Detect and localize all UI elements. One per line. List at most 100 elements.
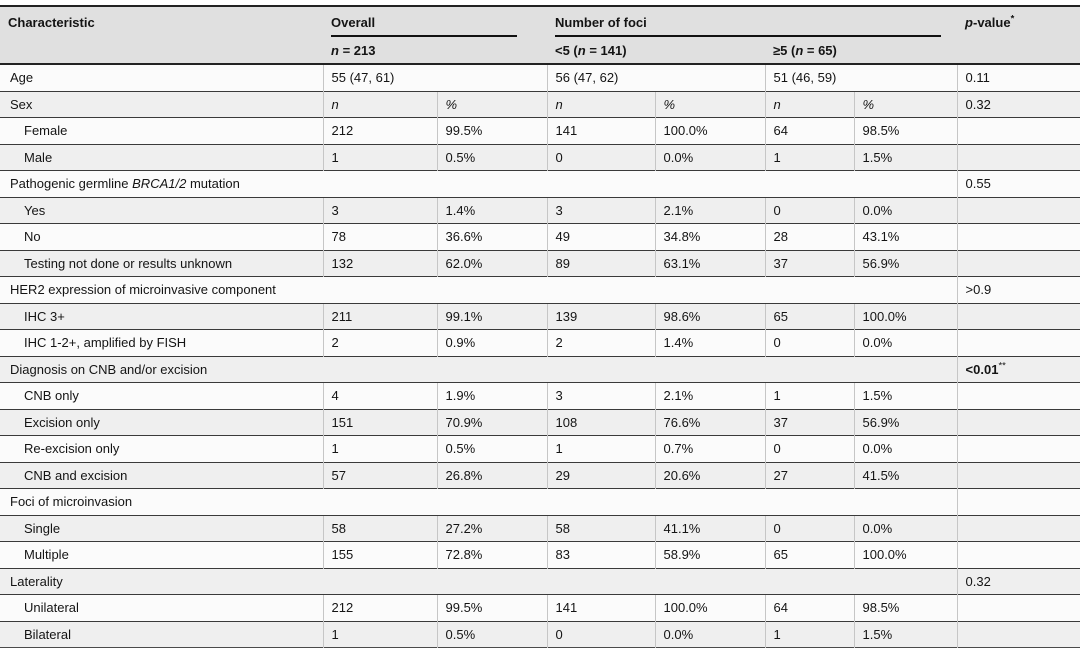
p-value-cell [956, 382, 1080, 409]
percent-cell: 0.0% [853, 196, 958, 224]
row-label-cell: Male [0, 143, 323, 171]
cell-value: 83 [555, 547, 570, 563]
count-cell: 1 [764, 143, 854, 171]
text-run: IHC 1-2+, amplified by FISH [24, 335, 187, 351]
percent-cell: 56.9% [853, 408, 958, 436]
percent-cell: 43.1% [853, 223, 958, 250]
table-row: CNB and excision 57 26.8% 29 20.6% 27 41.5% [0, 461, 1080, 489]
percent-cell: 99.5% [436, 117, 547, 144]
percent-cell: 2.1% [654, 382, 765, 409]
cell-value: 20.6% [663, 467, 701, 483]
cell-value: 0.7% [663, 441, 694, 457]
row-label-cell: IHC 3+ [0, 302, 323, 330]
p-value-cell [956, 408, 1080, 436]
p-value-cell: 0.32 [956, 90, 1080, 118]
percent-cell: 0.5% [436, 435, 547, 462]
column-subheader-foci-ge5: ≥5 (n = 65) [765, 37, 958, 64]
count-cell: 1 [322, 143, 437, 171]
value-cell: 56 (47, 62) [546, 63, 765, 91]
percent-cell: 1.5% [853, 143, 958, 171]
cell-value: 49 [555, 229, 570, 245]
column-subheader-overall-n: n = 213 [323, 37, 547, 64]
count-cell: 151 [322, 408, 437, 436]
cell-value: 41.1% [663, 520, 701, 536]
p-value-cell [956, 302, 1080, 330]
count-cell: 4 [322, 382, 437, 409]
count-cell: 155 [322, 541, 437, 568]
percent-cell: 41.5% [853, 461, 958, 489]
text-run: Laterality [10, 573, 63, 589]
count-cell: 58 [322, 514, 437, 542]
count-cell: 1 [322, 620, 437, 648]
text-run: n [577, 42, 586, 58]
cell-value: 132 [331, 255, 354, 271]
p-value-cell [956, 249, 1080, 277]
percent-cell: 100.0% [654, 117, 765, 144]
row-label-cell: Diagnosis on CNB and/or excision [0, 355, 958, 383]
count-cell: 0 [546, 143, 655, 171]
count-cell: 3 [546, 382, 655, 409]
column-header-overall: Overall [323, 6, 547, 37]
percent-cell: 98.5% [853, 594, 958, 621]
percent-cell: 0.0% [853, 329, 958, 356]
percent-cell: 100.0% [853, 302, 958, 330]
p-value-cell [956, 329, 1080, 356]
cell-value: 3 [331, 202, 339, 218]
p-value-cell [956, 594, 1080, 621]
p-value-cell [956, 488, 1080, 515]
cell-value: n [773, 96, 781, 112]
text-run: HER2 expression of microinvasive compone… [10, 282, 276, 298]
p-value-cell: <0.01** [956, 355, 1080, 383]
cell-value: 0 [773, 202, 781, 218]
row-label-cell: Excision only [0, 408, 323, 436]
text-run: Foci of microinvasion [10, 494, 133, 510]
percent-cell: 0.9% [436, 329, 547, 356]
count-cell: 83 [546, 541, 655, 568]
percent-cell: 41.1% [654, 514, 765, 542]
percent-cell: % [654, 90, 765, 118]
row-label-cell: Bilateral [0, 620, 323, 648]
count-cell: 0 [764, 196, 854, 224]
count-cell: n [764, 90, 854, 118]
cell-value: 3 [555, 388, 563, 404]
cell-value: 141 [555, 600, 578, 616]
cell-value: 99.1% [445, 308, 483, 324]
count-cell: 132 [322, 249, 437, 277]
cell-value: 57 [331, 467, 346, 483]
text-run: n [331, 42, 339, 58]
text-run: = 213 [338, 42, 376, 58]
cell-value: 0.5% [445, 149, 476, 165]
cell-value: 0.0% [862, 202, 893, 218]
text-run: Sex [10, 96, 33, 112]
count-cell: n [322, 90, 437, 118]
table-row: No 78 36.6% 49 34.8% 28 43.1% [0, 223, 1080, 250]
text-run: Multiple [24, 547, 69, 563]
p-value-cell [956, 196, 1080, 224]
cell-value: 1.5% [862, 388, 893, 404]
table-row: Foci of microinvasion [0, 488, 1080, 515]
percent-cell: 98.5% [853, 117, 958, 144]
p-value-cell [956, 541, 1080, 568]
count-cell: 57 [322, 461, 437, 489]
row-label-cell: Sex [0, 90, 323, 118]
table-row: IHC 1-2+, amplified by FISH 2 0.9% 2 1.4% 0 0.… [0, 329, 1080, 356]
table-row: Bilateral 1 0.5% 0 0.0% 1 1.5% [0, 620, 1080, 648]
cell-value: 0 [773, 335, 781, 351]
row-label-cell: Single [0, 514, 323, 542]
percent-cell: 34.8% [654, 223, 765, 250]
cell-value: 36.6% [445, 229, 483, 245]
text-run: = 141) [585, 42, 627, 58]
cell-value: 0.5% [445, 441, 476, 457]
table-row: Pathogenic germline BRCA1/2 mutation 0.55 [0, 170, 1080, 197]
p-value-text: 0.11 [965, 70, 990, 86]
cell-value: 151 [331, 414, 354, 430]
text-run: Bilateral [24, 626, 71, 642]
table-row: IHC 3+ 211 99.1% 139 98.6% 65 100.0% [0, 302, 1080, 330]
percent-cell: 36.6% [436, 223, 547, 250]
cell-value: n [331, 96, 339, 112]
cell-value: 0.0% [663, 149, 694, 165]
cell-value: n [555, 96, 563, 112]
row-label-cell: Re-excision only [0, 435, 323, 462]
p-value-text: <0.01 [965, 361, 999, 377]
cell-value: 63.1% [663, 255, 701, 271]
